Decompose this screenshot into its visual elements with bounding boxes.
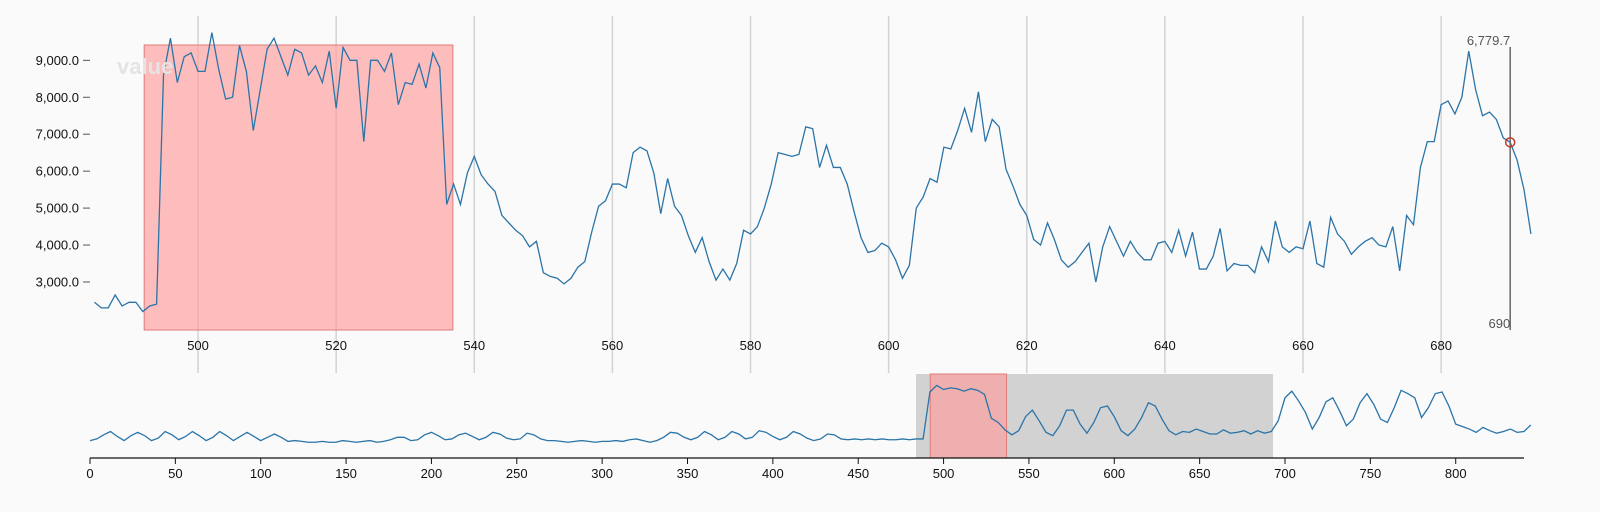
x-tick-label-640: 640: [1154, 338, 1176, 353]
x-tick-label-560: 560: [602, 338, 624, 353]
context-x-axis: 0 50 100 150 200 250 300 350 400 450 500 550 600 650 7…: [86, 457, 1524, 481]
focus-series-layer: [94, 32, 1532, 313]
context-tick-label-50: 50: [168, 466, 182, 481]
x-tick-label-620: 620: [1016, 338, 1038, 353]
cursor-x-label: 690: [1488, 316, 1510, 331]
context-tick-label-150: 150: [335, 466, 357, 481]
focus-x-axis: 500 520 540 560 580 600 620 640 660 680: [187, 338, 1452, 353]
y-tick-label-6000: 6,000.0: [36, 164, 79, 179]
context-tick-label-700: 700: [1274, 466, 1296, 481]
x-tick-label-540: 540: [463, 338, 485, 353]
focus-highlight-band[interactable]: [143, 44, 454, 331]
context-tick-label-450: 450: [847, 466, 869, 481]
context-tick-label-200: 200: [421, 466, 443, 481]
context-tick-label-750: 750: [1360, 466, 1382, 481]
context-highlight-layer: [929, 373, 1008, 459]
y-tick-label-9000: 9,000.0: [36, 53, 79, 68]
y-axis-title: value: [117, 54, 173, 79]
context-highlight-band[interactable]: [929, 373, 1008, 459]
context-tick-label-300: 300: [591, 466, 613, 481]
context-tick-label-800: 800: [1445, 466, 1467, 481]
context-tick-label-0: 0: [86, 466, 93, 481]
context-tick-label-600: 600: [1103, 466, 1125, 481]
x-tick-label-600: 600: [878, 338, 900, 353]
context-tick-label-100: 100: [250, 466, 272, 481]
x-tick-label-520: 520: [325, 338, 347, 353]
y-tick-label-3000: 3,000.0: [36, 274, 79, 289]
focus-y-axis: 3,000.0 4,000.0 5,000.0 6,000.0 7,000.0 8,000…: [36, 53, 90, 289]
context-tick-label-350: 350: [677, 466, 699, 481]
x-tick-label-500: 500: [187, 338, 209, 353]
context-tick-label-250: 250: [506, 466, 528, 481]
context-tick-label-550: 550: [1018, 466, 1040, 481]
context-tick-label-400: 400: [762, 466, 784, 481]
context-series-line-0: [89, 384, 1532, 443]
context-tick-label-500: 500: [933, 466, 955, 481]
y-tick-label-5000: 5,000.0: [36, 201, 79, 216]
focus-highlight-layer: [143, 44, 454, 331]
x-tick-label-680: 680: [1430, 338, 1452, 353]
focus-series-line-0: [94, 32, 1532, 313]
context-tick-label-650: 650: [1189, 466, 1211, 481]
cursor-point[interactable]: [1504, 137, 1516, 148]
cursor-value-label: 6,779.7: [1467, 33, 1510, 48]
x-tick-label-580: 580: [740, 338, 762, 353]
x-tick-label-660: 660: [1292, 338, 1314, 353]
focus-cursor[interactable]: 6,779.7 690: [1467, 33, 1516, 331]
context-series-layer: [89, 384, 1532, 443]
y-tick-label-8000: 8,000.0: [36, 90, 79, 105]
y-tick-label-7000: 7,000.0: [36, 127, 79, 142]
y-tick-label-4000: 4,000.0: [36, 238, 79, 253]
